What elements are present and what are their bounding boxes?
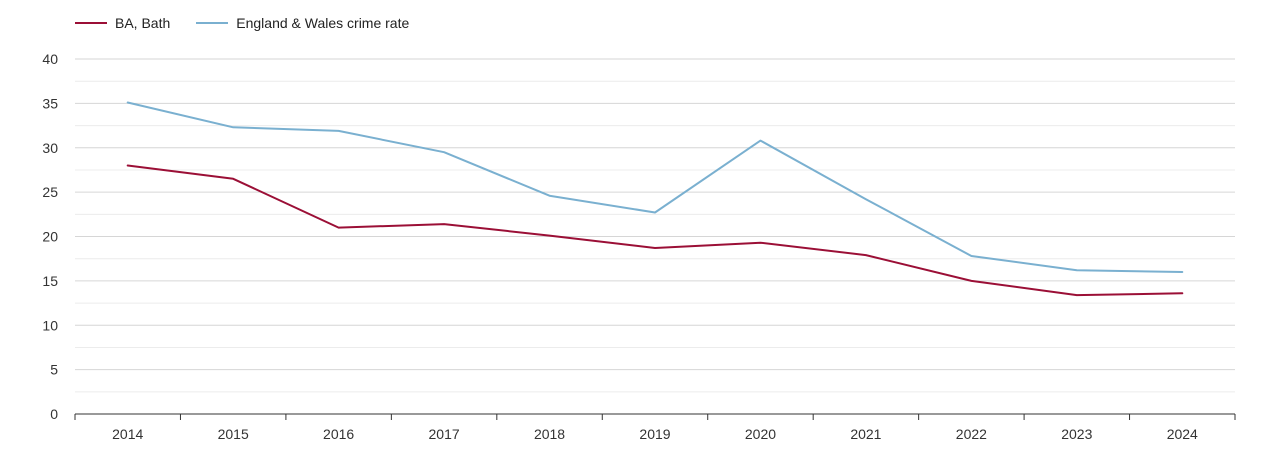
y-tick-label: 5 — [50, 362, 58, 378]
y-tick-label: 10 — [42, 317, 58, 333]
legend-item-bath[interactable]: BA, Bath — [75, 15, 170, 31]
grid-lines — [75, 58, 1235, 415]
x-tick-label: 2015 — [218, 426, 249, 442]
legend-label-bath: BA, Bath — [115, 15, 171, 31]
y-axis-ticks: 0 5 10 15 20 25 30 35 40 — [42, 51, 58, 422]
y-tick-label: 20 — [42, 229, 58, 245]
y-tick-label: 25 — [42, 184, 58, 200]
x-axis-ticks: 2014 2015 2016 2017 2018 2019 2020 2021 2022 2023… — [74, 414, 1236, 442]
chart-legend: BA, Bath England & Wales crime rate — [75, 15, 435, 31]
x-tick-label: 2018 — [534, 426, 565, 442]
y-tick-label: 0 — [50, 406, 58, 422]
legend-swatch-england-wales — [196, 22, 229, 24]
legend-label-england-wales: England & Wales crime rate — [236, 15, 410, 31]
x-tick-label: 2021 — [850, 426, 881, 442]
x-tick-label: 2017 — [429, 426, 460, 442]
series-lines — [126, 101, 1184, 297]
x-tick-label: 2019 — [639, 426, 670, 442]
y-tick-label: 15 — [42, 273, 58, 289]
series-line-bath[interactable] — [126, 164, 1184, 297]
x-tick-label: 2024 — [1167, 426, 1198, 442]
x-tick-label: 2014 — [112, 426, 143, 442]
x-tick-label: 2020 — [745, 426, 776, 442]
y-tick-label: 35 — [42, 95, 58, 111]
x-tick-label: 2023 — [1061, 426, 1092, 442]
y-tick-label: 40 — [42, 51, 58, 67]
series-line-england-wales[interactable] — [126, 101, 1184, 273]
x-tick-label: 2022 — [956, 426, 987, 442]
x-tick-label: 2016 — [323, 426, 354, 442]
y-tick-label: 30 — [42, 140, 58, 156]
legend-item-england-wales[interactable]: England & Wales crime rate — [196, 15, 409, 31]
legend-swatch-bath — [75, 22, 107, 24]
